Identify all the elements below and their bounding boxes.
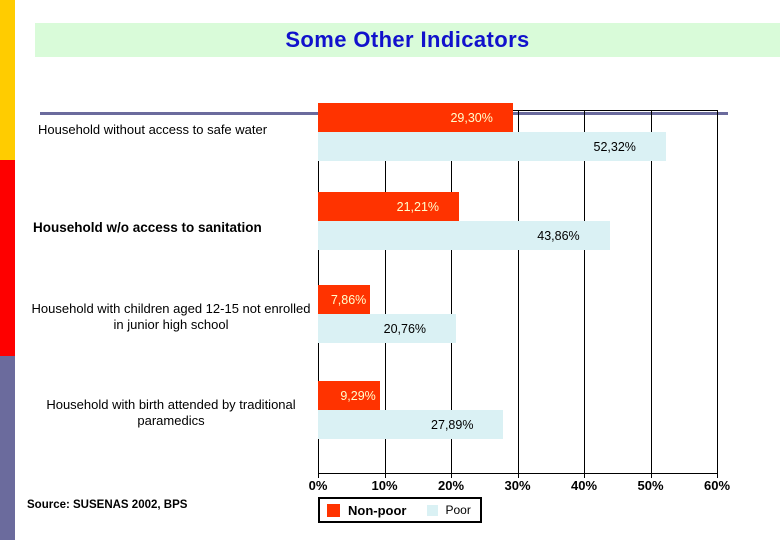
legend-label-nonpoor: Non-poor <box>348 502 407 518</box>
gridline <box>584 110 585 478</box>
bar-data-label: 43,86% <box>537 228 580 243</box>
bar-nonpoor-0: 29,30% <box>318 103 513 132</box>
bar-nonpoor-1: 21,21% <box>318 192 460 221</box>
edge-stripe-yellow <box>0 0 15 160</box>
gridline <box>517 110 519 478</box>
x-axis-tick-label: 40% <box>570 478 598 493</box>
gridline <box>384 110 386 478</box>
bar-data-label: 27,89% <box>431 417 474 432</box>
bar-poor-3: 27,89% <box>318 410 504 439</box>
category-label-sanitation: Household w/o access to sanitation <box>33 220 262 235</box>
x-axis-tick-label: 0% <box>308 478 328 493</box>
slide-title: Some Other Indicators <box>285 27 530 52</box>
bar-data-label: 52,32% <box>593 139 636 154</box>
bar-data-label: 21,21% <box>396 199 440 214</box>
edge-stripe-red <box>0 160 15 356</box>
source-note: Source: SUSENAS 2002, BPS <box>27 499 188 511</box>
x-axis-line <box>318 473 718 474</box>
bar-nonpoor-3: 9,29% <box>318 381 380 410</box>
x-axis-tick-label: 10% <box>371 478 398 493</box>
legend-swatch-nonpoor <box>327 503 340 517</box>
gridline <box>451 110 452 478</box>
gridline <box>717 110 718 478</box>
gridline <box>650 110 652 478</box>
bar-data-label: 9,29% <box>340 388 376 403</box>
legend-label-poor: Poor <box>445 503 471 517</box>
category-label-safe-water: Household without access to safe water <box>38 122 268 137</box>
bar-poor-1: 43,86% <box>318 221 610 250</box>
slide-title-bar: Some Other Indicators <box>35 23 780 57</box>
bar-data-label: 7,86% <box>330 292 367 307</box>
bar-poor-0: 52,32% <box>318 132 666 161</box>
plot-top-border <box>318 110 718 111</box>
x-axis-tick-label: 30% <box>504 478 531 493</box>
bar-data-label: 29,30% <box>450 110 493 125</box>
x-axis-tick-label: 20% <box>437 478 465 493</box>
edge-stripe-slate <box>0 356 15 540</box>
x-axis-tick-label: 60% <box>703 478 731 493</box>
bar-data-label: 20,76% <box>383 321 427 336</box>
chart-legend: Non-poor Poor <box>318 497 482 523</box>
category-label-school: Household with children aged 12-15 not e… <box>31 301 311 332</box>
x-axis-tick-label: 50% <box>637 478 664 493</box>
legend-swatch-poor <box>427 504 439 516</box>
bar-poor-2: 20,76% <box>318 314 457 343</box>
bar-nonpoor-2: 7,86% <box>318 285 371 314</box>
category-label-paramedics: Household with birth attended by traditi… <box>46 397 296 428</box>
